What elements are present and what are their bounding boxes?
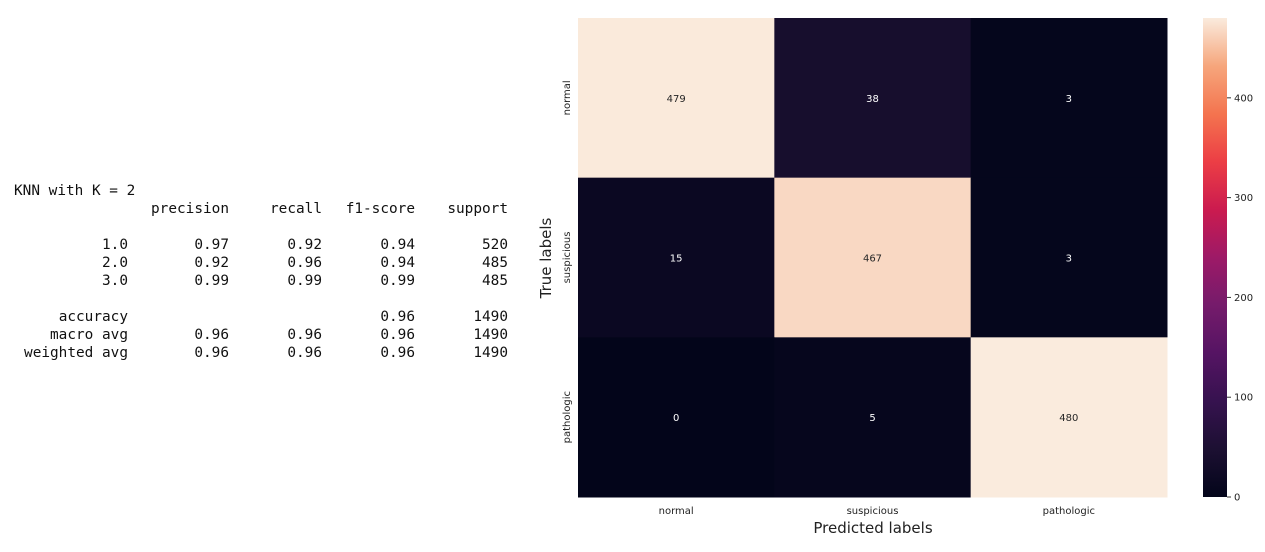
heatmap-cell (578, 177, 775, 338)
x-tick-labels: normal suspicious pathologic (659, 506, 1095, 517)
report-cell: 485 (482, 273, 508, 289)
heatmap-cell (970, 18, 1168, 179)
report-header-cell: recall (270, 201, 322, 217)
report-cell: 0.96 (380, 309, 415, 325)
classification-report: KNN with K = 2 precision recall f1-score sup… (14, 182, 508, 362)
heatmap-cell (774, 177, 972, 338)
report-cell: 0.94 (380, 255, 415, 271)
report-cell: 2.0 (102, 255, 128, 271)
heatmap-cell-value: 467 (863, 254, 882, 265)
report-cell: 0.96 (287, 255, 322, 271)
report-cell: 0.99 (194, 273, 229, 289)
report-cell: 0.99 (380, 273, 415, 289)
report-cell: 0.94 (380, 237, 415, 253)
report-cell: 0.96 (194, 345, 229, 361)
report-header-cell: support (447, 201, 508, 217)
colorbar-tick-label: 100 (1234, 393, 1253, 404)
report-cell: 1490 (473, 309, 508, 325)
heatmap-cell (578, 337, 775, 498)
heatmap-cells: 479 38 3 15 467 3 0 5 480 (578, 18, 1168, 498)
report-cell: 1490 (473, 345, 508, 361)
report-cell: 1.0 (102, 237, 128, 253)
report-cell: 3.0 (102, 273, 128, 289)
report-cell: weighted avg (24, 345, 128, 361)
report-cell: 0.99 (287, 273, 322, 289)
report-k-value: 2 (126, 183, 136, 199)
report-cell: macro avg (50, 327, 128, 343)
report-summary-row: macro avg 0.96 0.96 0.96 1490 (14, 326, 508, 344)
heatmap-cell (578, 18, 775, 179)
colorbar-tick-label: 300 (1234, 193, 1253, 204)
heatmap-cell-value: 3 (1066, 254, 1072, 265)
heatmap-cell (970, 177, 1168, 338)
report-cell: 0.96 (194, 327, 229, 343)
colorbar-ticks: 0 100 200 300 400 (1227, 93, 1253, 504)
report-cell: 0.96 (380, 327, 415, 343)
report-cell: 0.97 (194, 237, 229, 253)
colorbar (1203, 18, 1227, 497)
report-cell: 0.96 (287, 327, 322, 343)
report-cell: 0.96 (287, 345, 322, 361)
colorbar-tick-label: 400 (1234, 93, 1253, 104)
report-summary-row: accuracy 0.96 1490 (14, 308, 508, 326)
report-cell: accuracy (58, 309, 128, 325)
report-cell: 0.92 (287, 237, 322, 253)
y-tick-labels: normal suspicious pathologic (562, 80, 573, 443)
heatmap-cell-value: 38 (866, 94, 879, 105)
report-title-prefix: KNN with K = (14, 183, 127, 199)
report-class-row: 1.0 0.97 0.92 0.94 520 (14, 236, 508, 254)
x-tick-label: pathologic (1043, 506, 1095, 517)
x-tick-label: suspicious (847, 506, 899, 517)
report-class-row: 3.0 0.99 0.99 0.99 485 (14, 272, 508, 290)
report-cell: 0.96 (380, 345, 415, 361)
report-cell: 485 (482, 255, 508, 271)
heatmap-cell-value: 3 (1066, 94, 1072, 105)
report-title-line: KNN with K = 2 (14, 182, 508, 200)
y-tick-label: suspicious (562, 232, 573, 284)
y-tick-label: normal (562, 80, 573, 115)
heatmap-cell (774, 18, 972, 179)
report-header-row: precision recall f1-score support (14, 200, 508, 218)
report-cell: 0.92 (194, 255, 229, 271)
heatmap-cell (774, 337, 972, 498)
heatmap-cell-value: 15 (670, 254, 683, 265)
heatmap-cell-value: 480 (1059, 413, 1078, 424)
report-cell: 1490 (473, 327, 508, 343)
heatmap-cell-value: 5 (869, 413, 875, 424)
report-summary-row: weighted avg 0.96 0.96 0.96 1490 (14, 344, 508, 362)
heatmap-cell (970, 337, 1168, 498)
colorbar-tick-label: 0 (1234, 493, 1240, 504)
heatmap-cell-value: 0 (673, 413, 679, 424)
colorbar-tick-label: 200 (1234, 293, 1253, 304)
report-header-cell: precision (151, 201, 229, 217)
x-axis-title: Predicted labels (813, 519, 932, 537)
report-class-row: 2.0 0.92 0.96 0.94 485 (14, 254, 508, 272)
y-tick-label: pathologic (562, 391, 573, 443)
report-header-cell: f1-score (345, 201, 415, 217)
heatmap-cell-value: 479 (667, 94, 686, 105)
y-axis-title: True labels (537, 217, 555, 299)
x-tick-label: normal (659, 506, 694, 517)
report-cell: 520 (482, 237, 508, 253)
